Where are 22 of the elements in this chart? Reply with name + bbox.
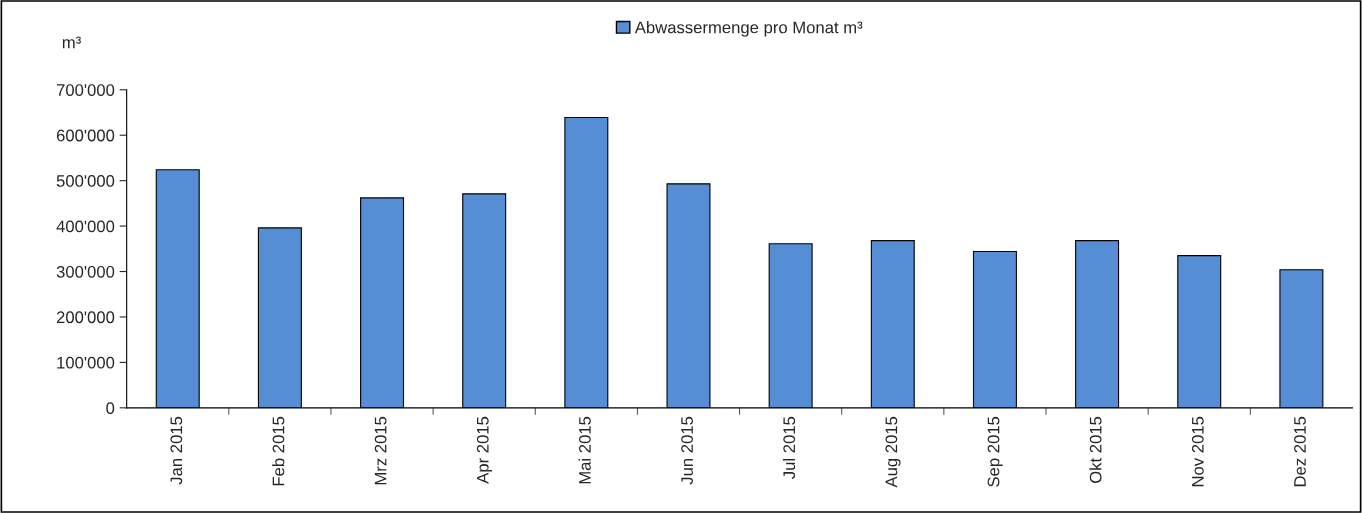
x-tick-label: Aug 2015: [885, 416, 901, 488]
x-tick-label: Jan 2015: [170, 416, 183, 485]
x-tick-label: Apr 2015: [476, 416, 492, 484]
y-axis-title: m³: [62, 36, 81, 49]
y-tick-label: 700'000: [56, 84, 115, 96]
y-tick-label: 300'000: [56, 265, 115, 278]
x-tick-label: Jun 2015: [681, 416, 693, 485]
legend-label: Abwassermenge pro Monat m³: [634, 21, 863, 37]
x-tick-label: Okt 2015: [1089, 416, 1102, 484]
x-tick-label: Feb 2015: [272, 416, 285, 486]
x-tick-label: Mrz 2015: [374, 416, 387, 485]
y-tick-label: 600'000: [56, 129, 115, 142]
y-tick-label: 100'000: [57, 356, 115, 369]
y-tick-label: 500'000: [56, 175, 115, 187]
y-tick-label: 400'000: [56, 220, 115, 233]
y-tick-label: 200'000: [56, 311, 115, 324]
x-tick-label: Jul 2015: [782, 416, 796, 479]
x-tick-label: Dez 2015: [1294, 416, 1306, 487]
x-tick-label: Nov 2015: [1191, 416, 1204, 487]
x-tick-label: Mai 2015: [578, 416, 591, 484]
x-tick-label: Sep 2015: [987, 416, 1003, 487]
y-tick-label: 0: [106, 402, 115, 415]
